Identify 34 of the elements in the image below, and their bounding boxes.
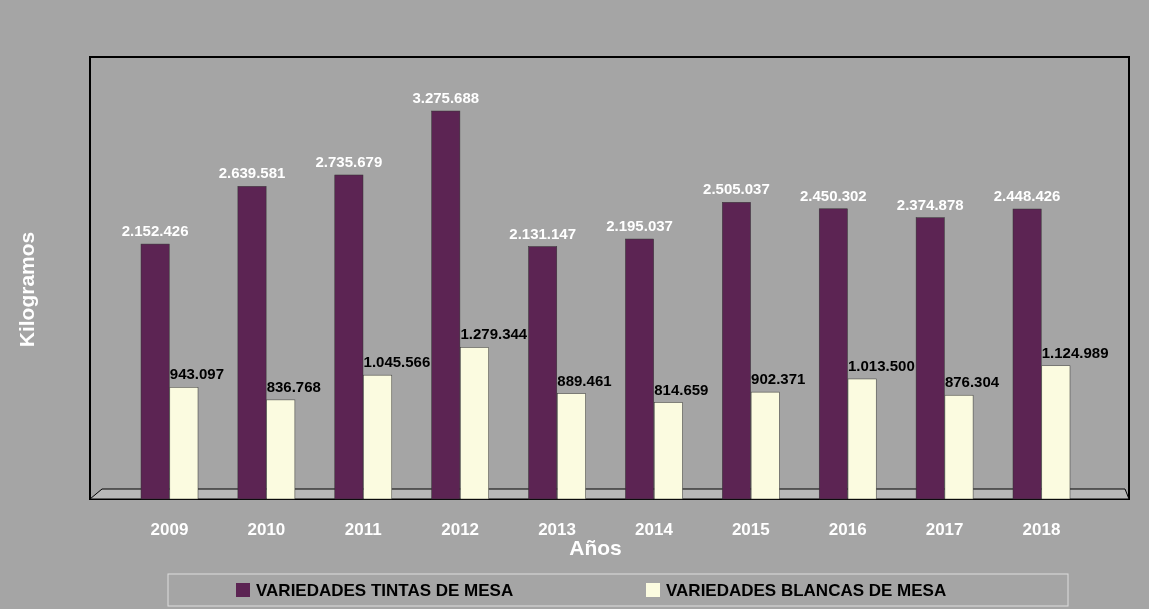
y-axis-title: Kilogramos bbox=[15, 231, 38, 348]
data-label: 2.448.426 bbox=[993, 187, 1061, 205]
x-tick-label: 2010 bbox=[247, 520, 286, 539]
data-label: 1.045.566 bbox=[363, 353, 431, 371]
data-label: 2.131.147 bbox=[509, 224, 577, 242]
data-label: 1.279.344 bbox=[460, 325, 528, 343]
data-label: 2.639.581 bbox=[218, 164, 286, 182]
x-tick-label: 2015 bbox=[731, 520, 770, 539]
x-tick-label: 2012 bbox=[441, 520, 480, 539]
x-tick-label: 2018 bbox=[1022, 520, 1061, 539]
x-tick-label: 2016 bbox=[828, 520, 867, 539]
legend-label: VARIEDADES TINTAS DE MESA bbox=[256, 581, 514, 600]
data-label: 876.304 bbox=[944, 373, 1000, 391]
data-label: 943.097 bbox=[169, 365, 225, 383]
x-tick-label: 2009 bbox=[150, 520, 189, 539]
data-label: 889.461 bbox=[557, 371, 612, 389]
x-tick-label: 2011 bbox=[344, 520, 382, 539]
data-label: 836.768 bbox=[266, 377, 321, 395]
data-label: 1.013.500 bbox=[848, 356, 915, 374]
legend-label: VARIEDADES BLANCAS DE MESA bbox=[666, 581, 947, 600]
x-tick-label: 2013 bbox=[538, 520, 576, 539]
x-axis-title: Años bbox=[569, 536, 622, 559]
data-label: 1.124.989 bbox=[1041, 343, 1109, 361]
data-label: 814.659 bbox=[654, 380, 709, 398]
data-label: 3.275.688 bbox=[412, 89, 480, 107]
data-label: 2.735.679 bbox=[315, 152, 383, 170]
data-label: 2.505.037 bbox=[703, 180, 770, 198]
data-label: 902.371 bbox=[751, 370, 806, 388]
data-label: 2.374.878 bbox=[896, 195, 964, 213]
data-label: 2.450.302 bbox=[799, 186, 867, 204]
data-label: 2.195.037 bbox=[606, 217, 673, 235]
data-label: 2.152.426 bbox=[121, 222, 189, 240]
x-tick-label: 2014 bbox=[635, 520, 674, 539]
x-tick-label: 2017 bbox=[925, 520, 964, 539]
